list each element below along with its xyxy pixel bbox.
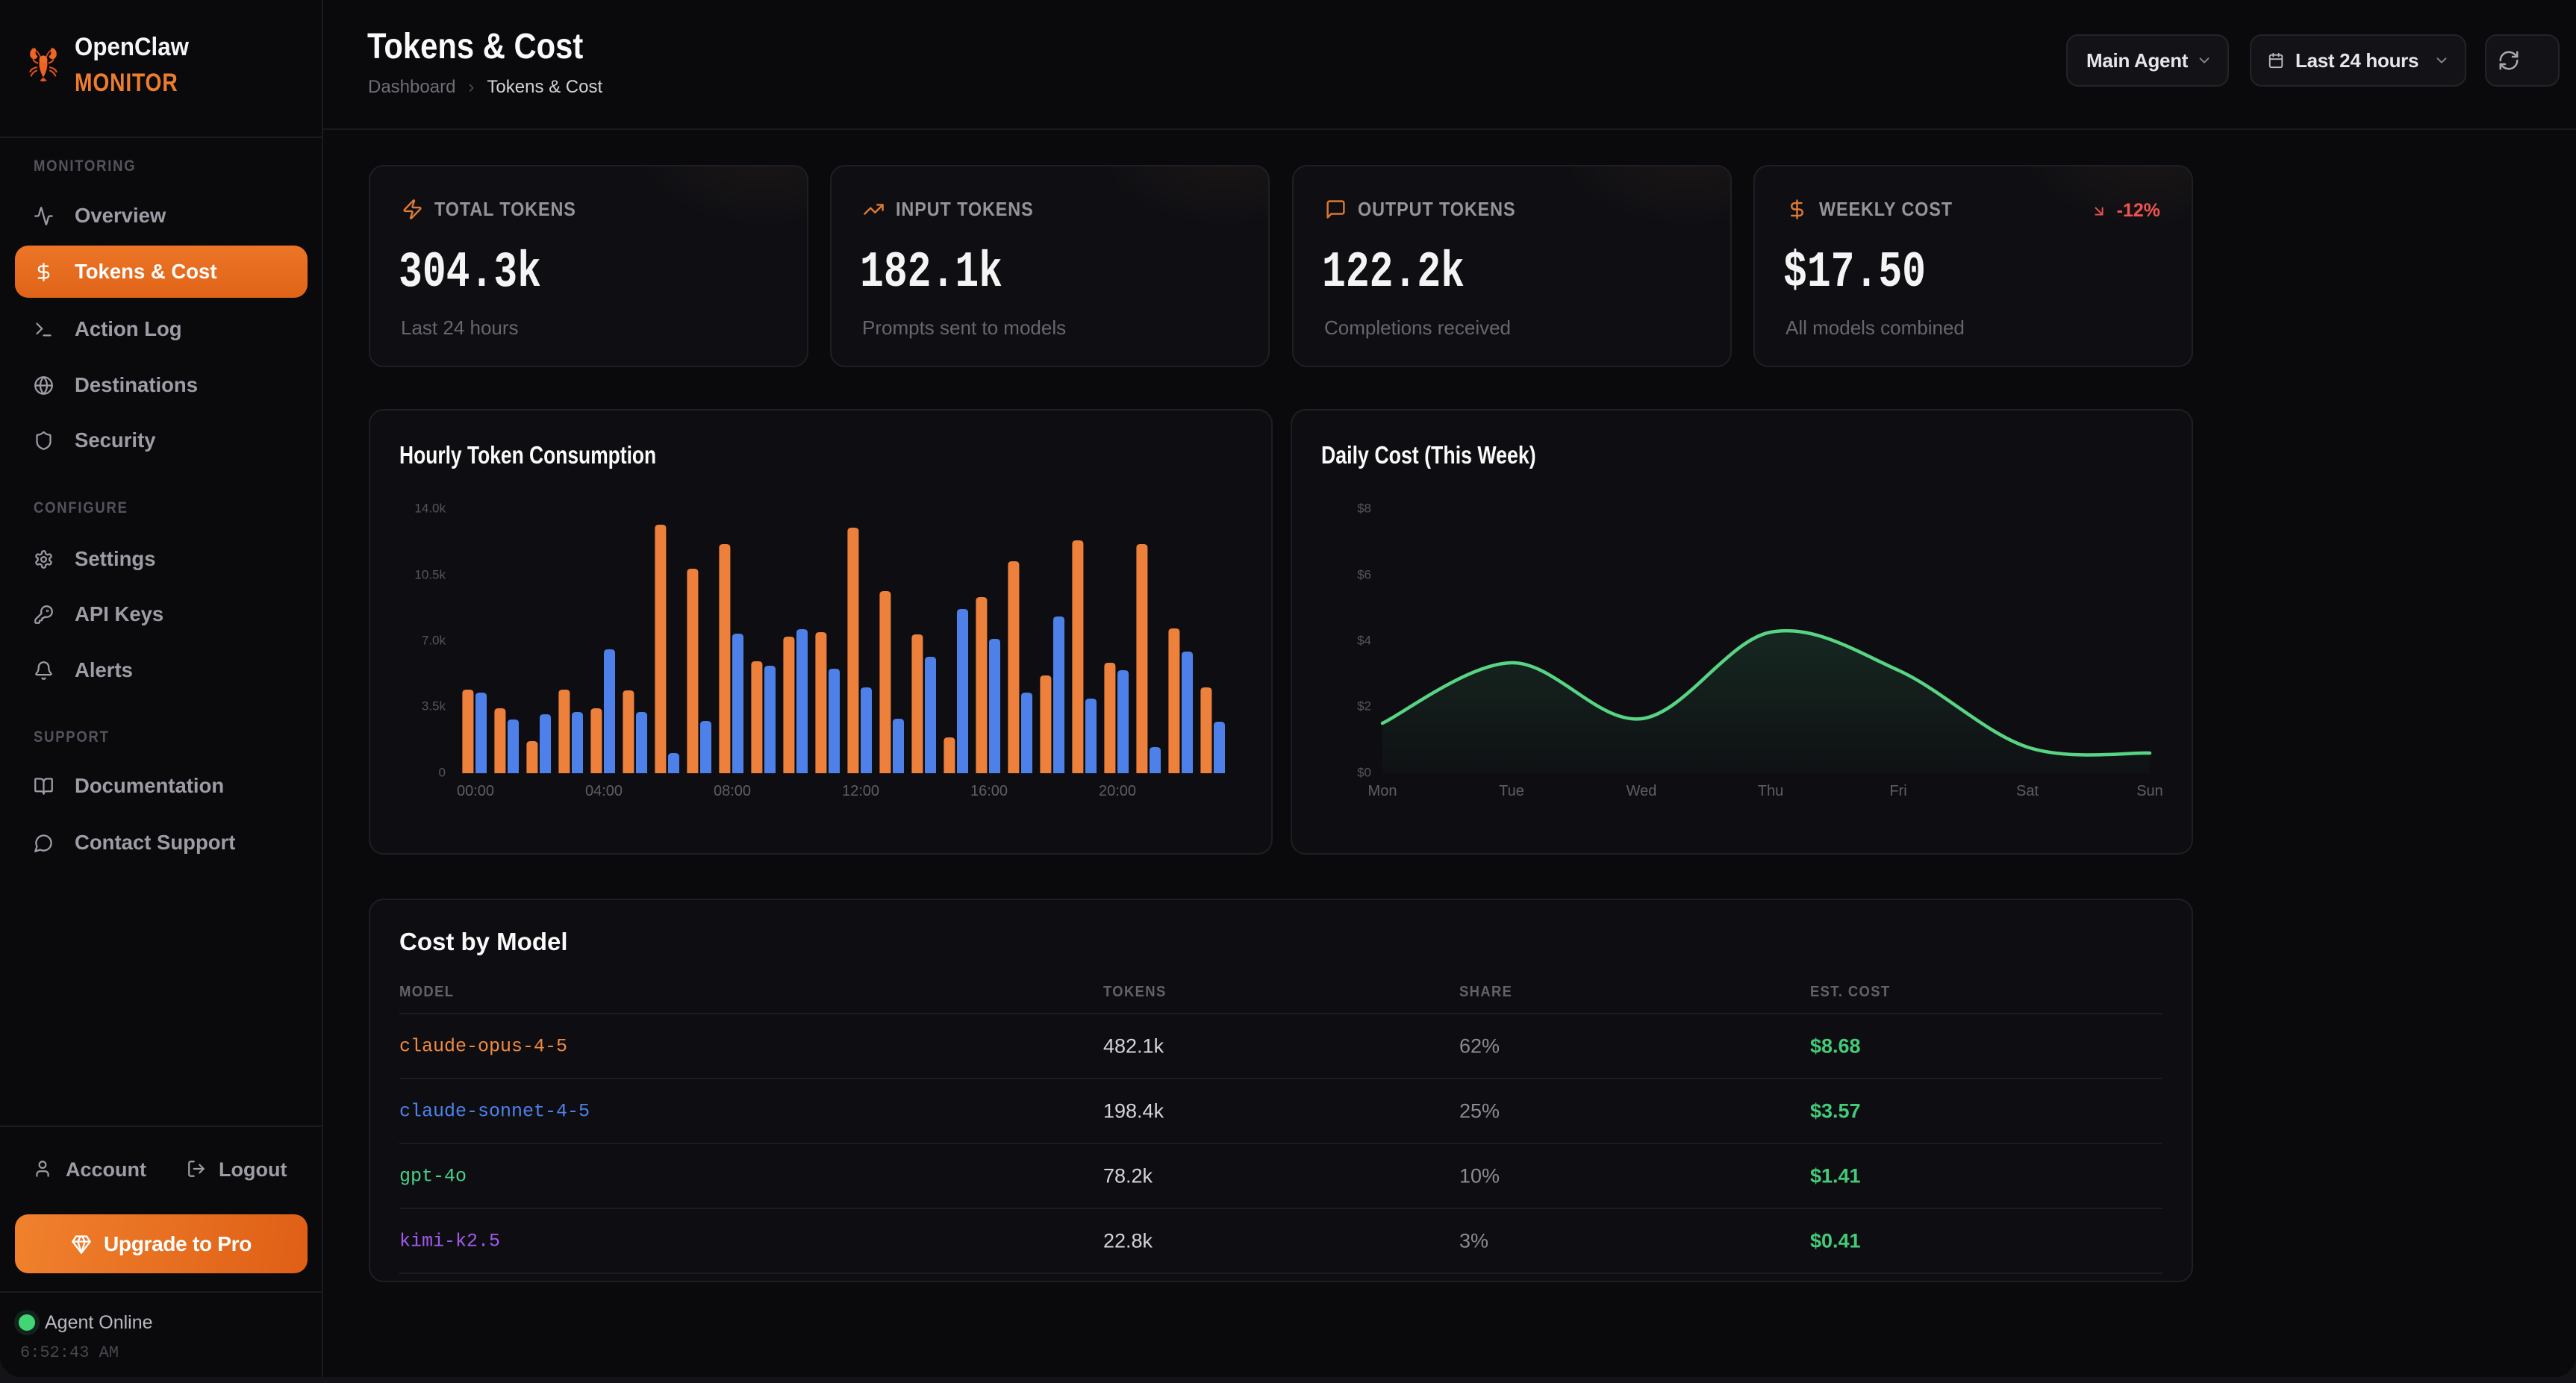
svg-text:7.0k: 7.0k <box>422 634 446 648</box>
svg-text:14.0k: 14.0k <box>414 502 446 516</box>
svg-text:12:00: 12:00 <box>842 783 879 799</box>
svg-text:$8: $8 <box>1357 502 1371 516</box>
svg-text:Wed: Wed <box>1627 783 1657 799</box>
svg-text:Sat: Sat <box>2016 783 2039 799</box>
svg-text:Tue: Tue <box>1499 783 1524 799</box>
svg-text:$0: $0 <box>1357 766 1371 780</box>
svg-text:Mon: Mon <box>1368 783 1397 799</box>
svg-text:10.5k: 10.5k <box>414 568 446 582</box>
svg-text:20:00: 20:00 <box>1099 783 1136 799</box>
svg-text:$6: $6 <box>1357 568 1371 582</box>
svg-text:3.5k: 3.5k <box>422 699 446 714</box>
svg-text:00:00: 00:00 <box>457 783 494 799</box>
svg-text:Thu: Thu <box>1758 783 1783 799</box>
svg-text:04:00: 04:00 <box>585 783 623 799</box>
svg-text:$2: $2 <box>1357 699 1371 714</box>
svg-text:Fri: Fri <box>1889 783 1906 799</box>
svg-text:0: 0 <box>439 766 446 780</box>
svg-text:08:00: 08:00 <box>714 783 751 799</box>
svg-text:Sun: Sun <box>2136 783 2163 799</box>
svg-text:16:00: 16:00 <box>970 783 1008 799</box>
svg-text:$4: $4 <box>1357 634 1371 648</box>
